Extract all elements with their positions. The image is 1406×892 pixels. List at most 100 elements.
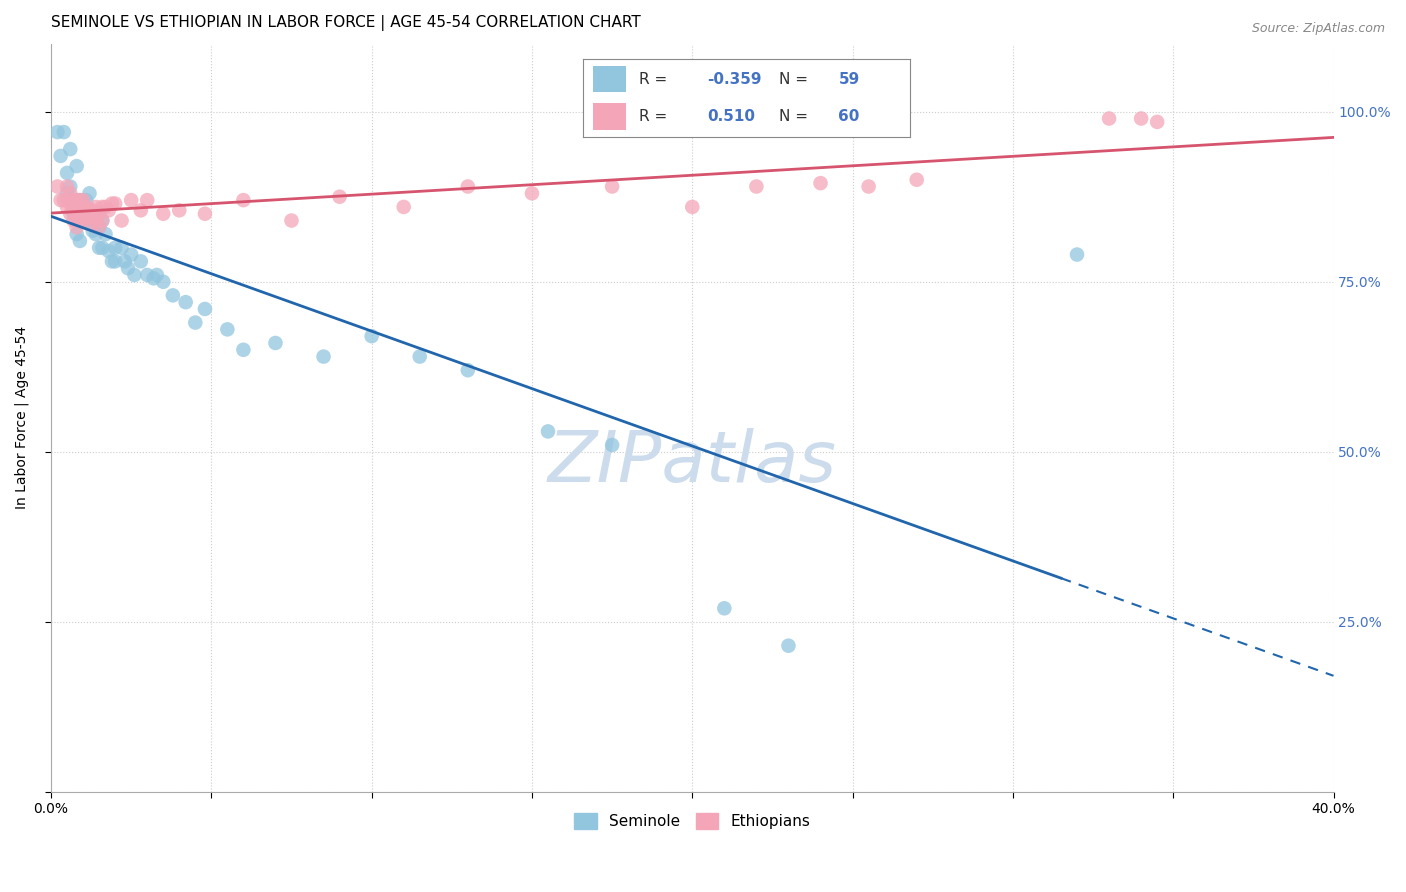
Point xyxy=(82,207,104,221)
Point xyxy=(66,227,89,241)
Point xyxy=(457,179,479,194)
Point xyxy=(97,203,120,218)
Point xyxy=(66,200,89,214)
Point xyxy=(520,186,543,201)
Point xyxy=(69,193,91,207)
Point xyxy=(129,254,152,268)
Point xyxy=(46,179,69,194)
Point xyxy=(56,166,79,180)
Point xyxy=(72,203,94,218)
Point xyxy=(84,213,107,227)
Point xyxy=(56,179,79,194)
Point xyxy=(152,275,174,289)
Point xyxy=(69,234,91,248)
Point xyxy=(217,322,239,336)
Point xyxy=(49,149,72,163)
Point xyxy=(129,203,152,218)
Point xyxy=(810,176,832,190)
Point xyxy=(94,227,117,241)
Point xyxy=(49,193,72,207)
Point xyxy=(104,254,127,268)
Point xyxy=(69,193,91,207)
Point xyxy=(79,203,101,218)
Point xyxy=(69,210,91,224)
Point xyxy=(858,179,880,194)
Point xyxy=(82,217,104,231)
Text: Source: ZipAtlas.com: Source: ZipAtlas.com xyxy=(1251,22,1385,36)
Point xyxy=(72,213,94,227)
Point xyxy=(82,224,104,238)
Point xyxy=(62,193,84,207)
Point xyxy=(110,213,132,227)
Point xyxy=(905,172,928,186)
Point xyxy=(72,193,94,207)
Point xyxy=(62,203,84,218)
Point xyxy=(681,200,703,214)
Point xyxy=(66,210,89,224)
Point xyxy=(72,203,94,218)
Point xyxy=(62,193,84,207)
Point xyxy=(66,193,89,207)
Point xyxy=(91,213,114,227)
Point xyxy=(457,363,479,377)
Point xyxy=(184,316,207,330)
Point xyxy=(59,196,82,211)
Point xyxy=(778,639,800,653)
Legend: Seminole, Ethiopians: Seminole, Ethiopians xyxy=(567,805,818,837)
Text: SEMINOLE VS ETHIOPIAN IN LABOR FORCE | AGE 45-54 CORRELATION CHART: SEMINOLE VS ETHIOPIAN IN LABOR FORCE | A… xyxy=(51,15,641,31)
Point xyxy=(84,227,107,241)
Point xyxy=(94,200,117,214)
Point xyxy=(232,343,254,357)
Point xyxy=(1098,112,1121,126)
Point xyxy=(392,200,415,214)
Point xyxy=(104,196,127,211)
Point xyxy=(91,241,114,255)
Point xyxy=(59,179,82,194)
Point xyxy=(91,213,114,227)
Point xyxy=(62,213,84,227)
Point xyxy=(79,210,101,224)
Point xyxy=(56,186,79,201)
Point xyxy=(169,203,191,218)
Point xyxy=(360,329,382,343)
Point xyxy=(72,213,94,227)
Point xyxy=(87,207,110,221)
Point xyxy=(59,207,82,221)
Point xyxy=(409,350,432,364)
Point xyxy=(75,193,97,207)
Point xyxy=(117,261,139,276)
Point xyxy=(280,213,302,227)
Point xyxy=(110,241,132,255)
Point xyxy=(537,425,560,439)
Point xyxy=(69,213,91,227)
Point xyxy=(59,142,82,156)
Point xyxy=(75,213,97,227)
Point xyxy=(1130,112,1153,126)
Point xyxy=(162,288,184,302)
Point xyxy=(264,336,287,351)
Point xyxy=(87,220,110,235)
Point xyxy=(124,268,146,282)
Point xyxy=(82,203,104,218)
Point xyxy=(713,601,735,615)
Point xyxy=(91,200,114,214)
Point xyxy=(142,271,165,285)
Y-axis label: In Labor Force | Age 45-54: In Labor Force | Age 45-54 xyxy=(15,326,30,509)
Point xyxy=(69,203,91,218)
Point xyxy=(75,200,97,214)
Point xyxy=(101,254,124,268)
Point xyxy=(312,350,335,364)
Text: ZIPatlas: ZIPatlas xyxy=(548,428,837,497)
Point xyxy=(87,220,110,235)
Point xyxy=(120,247,142,261)
Point xyxy=(104,241,127,255)
Point xyxy=(84,207,107,221)
Point xyxy=(600,438,623,452)
Point xyxy=(56,200,79,214)
Point xyxy=(600,179,623,194)
Point xyxy=(1146,115,1168,129)
Point xyxy=(329,190,352,204)
Point xyxy=(62,207,84,221)
Point xyxy=(66,159,89,173)
Point xyxy=(174,295,197,310)
